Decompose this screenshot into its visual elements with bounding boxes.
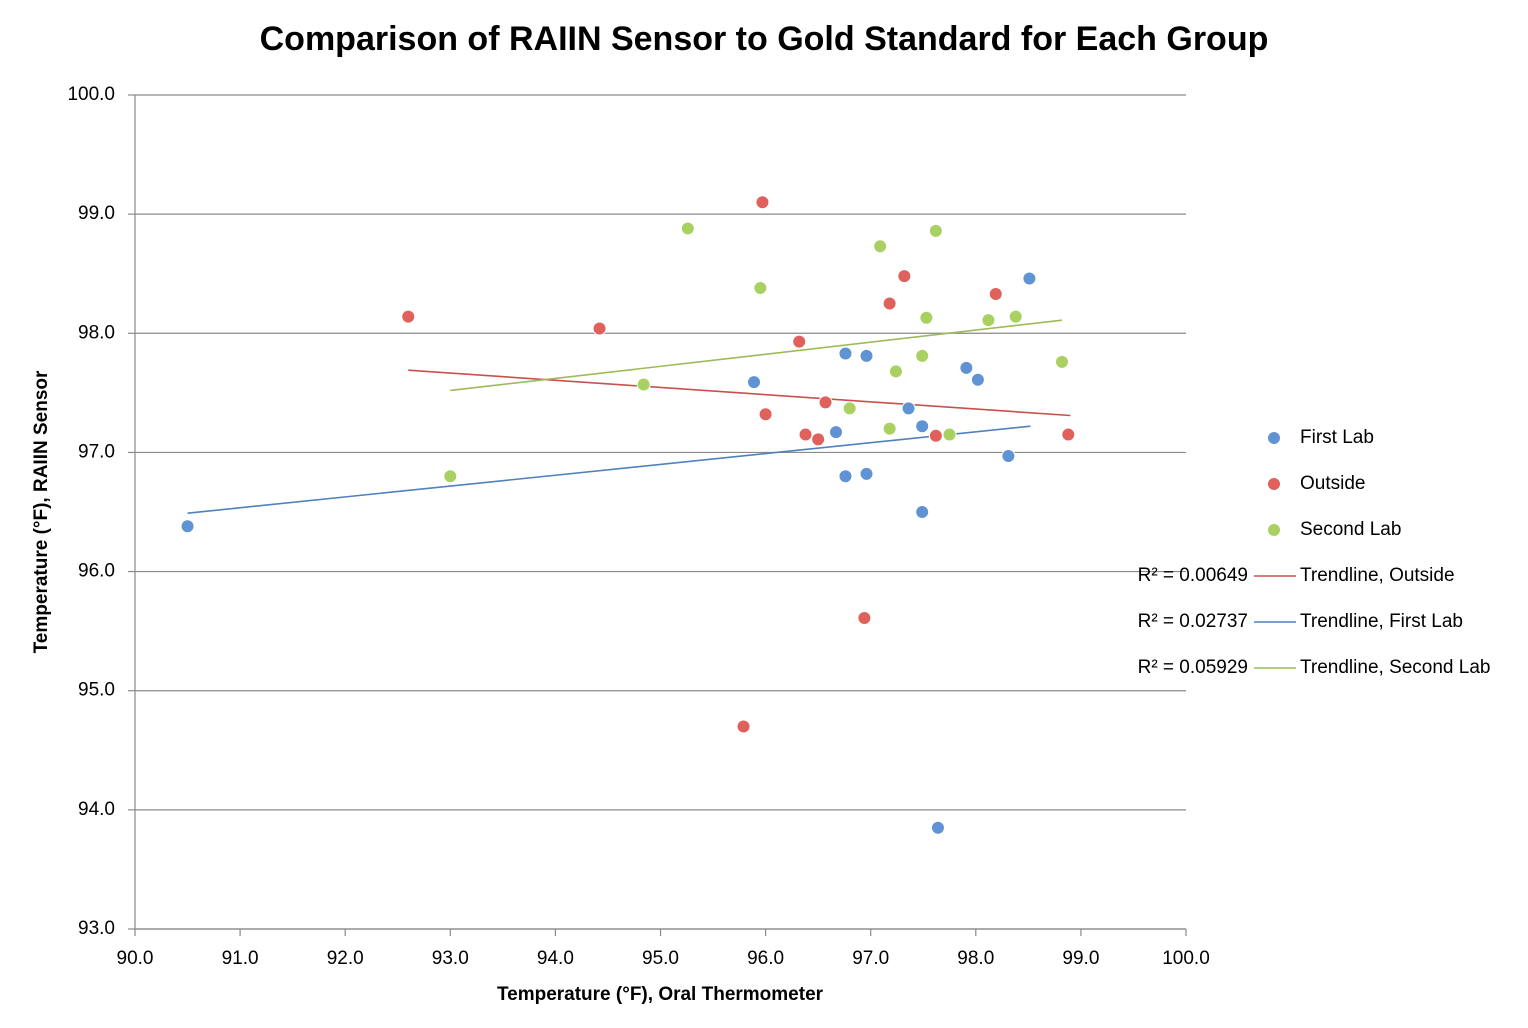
data-point [1022,271,1037,286]
x-tick-label: 99.0 [1062,948,1099,969]
y-tick-label: 99.0 [78,203,115,224]
data-point [970,372,985,387]
data-point [798,427,813,442]
data-point [873,239,888,254]
data-point [942,427,957,442]
data-point [915,505,930,519]
data-point [859,466,874,481]
legend-label: Trendline, Outside [1300,565,1455,586]
y-tick-label: 98.0 [78,322,115,343]
r-squared: R² = 0.00649 [1138,565,1248,586]
legend-label: Trendline, Second Lab [1300,657,1490,678]
legend-label: First Lab [1300,427,1374,448]
data-point [897,269,912,284]
x-tick-label: 90.0 [117,948,154,969]
x-tick-label: 100.0 [1162,948,1210,969]
x-tick-label: 95.0 [642,948,679,969]
data-point [930,820,945,835]
trendline [450,319,1063,392]
data-point [882,296,897,311]
x-tick-label: 91.0 [222,948,259,969]
data-point [838,346,853,361]
data-point [811,432,826,447]
x-tick-label: 96.0 [747,948,784,969]
data-point [758,407,773,422]
legend-label: Outside [1300,473,1365,494]
data-point [636,377,651,392]
y-axis-title: Temperature (°F), RAIIN Sensor [31,370,52,653]
y-tick-label: 96.0 [78,561,115,582]
data-point [981,313,996,328]
x-axis-title: Temperature (°F), Oral Thermometer [497,984,824,1005]
trendline [187,425,1031,514]
data-point [838,469,853,484]
legend-label: Trendline, First Lab [1300,611,1463,632]
x-tick-label: 98.0 [957,948,994,969]
data-point [753,281,768,296]
data-point [747,375,762,390]
data-point [928,223,943,238]
chart-title: Comparison of RAIIN Sensor to Gold Stand… [260,20,1269,58]
data-point [959,360,974,375]
y-tick-label: 93.0 [78,918,115,939]
data-point [928,428,943,443]
data-point [401,309,416,324]
data-point [1008,309,1023,324]
data-point [1001,449,1016,464]
data-point [919,310,934,325]
legend-marker [1267,431,1281,445]
data-point [180,519,195,534]
data-point [901,401,916,416]
data-point [859,348,874,363]
data-point [882,421,897,436]
r-squared: R² = 0.05929 [1138,657,1248,678]
y-tick-label: 94.0 [78,799,115,820]
x-tick-label: 93.0 [432,948,469,969]
data-point [1061,427,1076,442]
legend-label: Second Lab [1300,519,1401,540]
x-tick-label: 94.0 [537,948,574,969]
data-point [915,419,930,434]
data-point [857,611,872,626]
data-point [592,321,607,336]
y-tick-label: 97.0 [78,441,115,462]
trendline [408,369,1071,417]
data-point [842,401,857,416]
legend-marker [1267,477,1281,491]
data-point [888,364,903,379]
legend-marker [1267,523,1281,537]
data-point [1054,354,1069,369]
data-point [443,469,458,484]
x-tick-label: 97.0 [852,948,889,969]
data-point [829,425,844,440]
data-point [755,195,770,210]
data-point [988,286,1003,301]
data-point [792,334,807,349]
data-point [736,719,751,734]
data-point [915,348,930,363]
y-tick-label: 95.0 [78,680,115,701]
data-point [818,395,833,410]
r-squared: R² = 0.02737 [1138,611,1248,632]
y-tick-label: 100.0 [67,84,115,105]
data-point [680,221,695,236]
x-tick-label: 92.0 [327,948,364,969]
